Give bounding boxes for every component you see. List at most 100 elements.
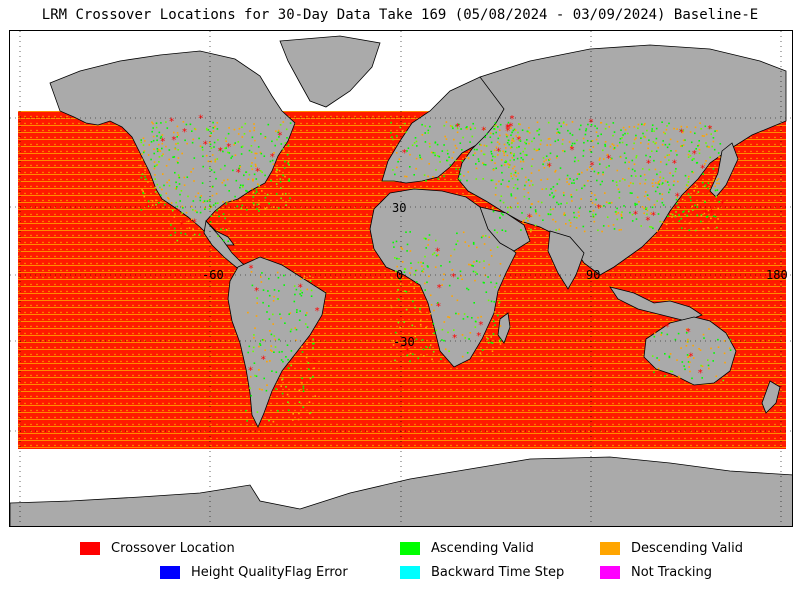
scatter-point: [593, 220, 596, 223]
scatter-point: [694, 126, 697, 129]
scatter-point: [729, 349, 732, 351]
scatter-point: [718, 201, 721, 203]
scatter-point: [262, 289, 265, 291]
crossover-marker: *: [452, 333, 457, 344]
crossover-marker: *: [437, 283, 442, 294]
scatter-point: [174, 148, 176, 150]
scatter-point: [474, 152, 476, 154]
legend-label-not-tracking: Not Tracking: [631, 565, 713, 580]
scatter-point: [707, 227, 709, 229]
scatter-point: [247, 311, 249, 314]
scatter-point: [714, 216, 717, 218]
scatter-point: [390, 306, 393, 309]
scatter-point: [480, 236, 483, 239]
scatter-point: [160, 135, 163, 138]
scatter-point: [279, 124, 282, 126]
scatter-point: [425, 326, 427, 329]
scatter-point: [413, 142, 416, 144]
scatter-point: [613, 147, 616, 149]
scatter-point: [689, 196, 692, 199]
map-canvas: ** ********* ******** ******* ** ***** **** ***…: [10, 31, 792, 526]
crossover-marker: *: [645, 216, 650, 227]
scatter-point: [696, 214, 699, 217]
scatter-point: [620, 129, 622, 131]
scatter-point: [401, 130, 403, 133]
crossover-marker: *: [451, 272, 456, 283]
scatter-point: [547, 121, 550, 124]
scatter-point: [155, 126, 158, 129]
scatter-point: [687, 178, 690, 180]
crossover-marker: *: [665, 322, 670, 333]
scatter-point: [667, 215, 669, 217]
scatter-point: [692, 158, 694, 160]
scatter-point: [419, 310, 421, 313]
scatter-point: [527, 130, 530, 133]
scatter-point: [279, 180, 282, 183]
scatter-point: [421, 134, 424, 136]
scatter-point: [645, 208, 647, 210]
scatter-point: [619, 180, 621, 182]
scatter-point: [616, 144, 619, 147]
crossover-marker: *: [505, 126, 510, 137]
scatter-point: [238, 127, 241, 130]
scatter-point: [286, 393, 289, 396]
scatter-point: [241, 126, 243, 128]
scatter-point: [286, 344, 289, 346]
scatter-point: [601, 180, 603, 183]
lat-label-30: 30: [392, 201, 407, 215]
scatter-point: [703, 135, 705, 137]
scatter-point: [289, 330, 292, 333]
scatter-point: [151, 204, 154, 206]
scatter-point: [253, 362, 256, 364]
scatter-point: [684, 174, 687, 177]
scatter-point: [272, 300, 275, 302]
scatter-point: [673, 127, 675, 130]
scatter-point: [477, 158, 480, 160]
scatter-point: [643, 173, 646, 176]
scatter-point: [165, 121, 167, 123]
scatter-point: [556, 128, 559, 130]
scatter-point: [290, 328, 293, 331]
scatter-point: [649, 212, 652, 215]
scatter-point: [289, 312, 292, 314]
scatter-point: [428, 234, 431, 236]
scatter-point: [530, 228, 532, 231]
scatter-point: [176, 132, 179, 134]
scatter-point: [289, 197, 291, 199]
scatter-point: [253, 337, 255, 339]
scatter-point: [462, 318, 465, 320]
scatter-point: [405, 290, 408, 293]
scatter-point: [256, 208, 258, 210]
crossover-marker: *: [590, 160, 595, 171]
scatter-point: [309, 411, 312, 414]
scatter-point: [680, 347, 682, 349]
scatter-point: [692, 171, 695, 174]
scatter-point: [286, 137, 288, 139]
crossover-marker: *: [547, 162, 552, 173]
scatter-point: [275, 183, 278, 185]
scatter-point: [397, 289, 399, 291]
scatter-point: [594, 125, 596, 127]
scatter-point: [434, 152, 436, 154]
scatter-point: [255, 178, 258, 180]
scatter-point: [558, 228, 561, 231]
scatter-point: [312, 343, 314, 345]
scatter-point: [493, 301, 495, 303]
scatter-point: [625, 144, 628, 146]
scatter-point: [494, 162, 496, 164]
scatter-point: [314, 395, 316, 397]
scatter-point: [209, 205, 212, 208]
scatter-point: [421, 270, 423, 272]
scatter-point: [612, 122, 615, 124]
scatter-point: [467, 157, 470, 160]
scatter-point: [559, 167, 562, 169]
scatter-point: [158, 156, 161, 158]
scatter-point: [280, 359, 283, 361]
scatter-point: [631, 213, 634, 216]
scatter-point: [482, 178, 484, 180]
scatter-point: [647, 147, 649, 150]
scatter-point: [227, 240, 229, 243]
scatter-point: [265, 389, 268, 392]
scatter-point: [150, 158, 152, 161]
scatter-point: [540, 179, 542, 181]
